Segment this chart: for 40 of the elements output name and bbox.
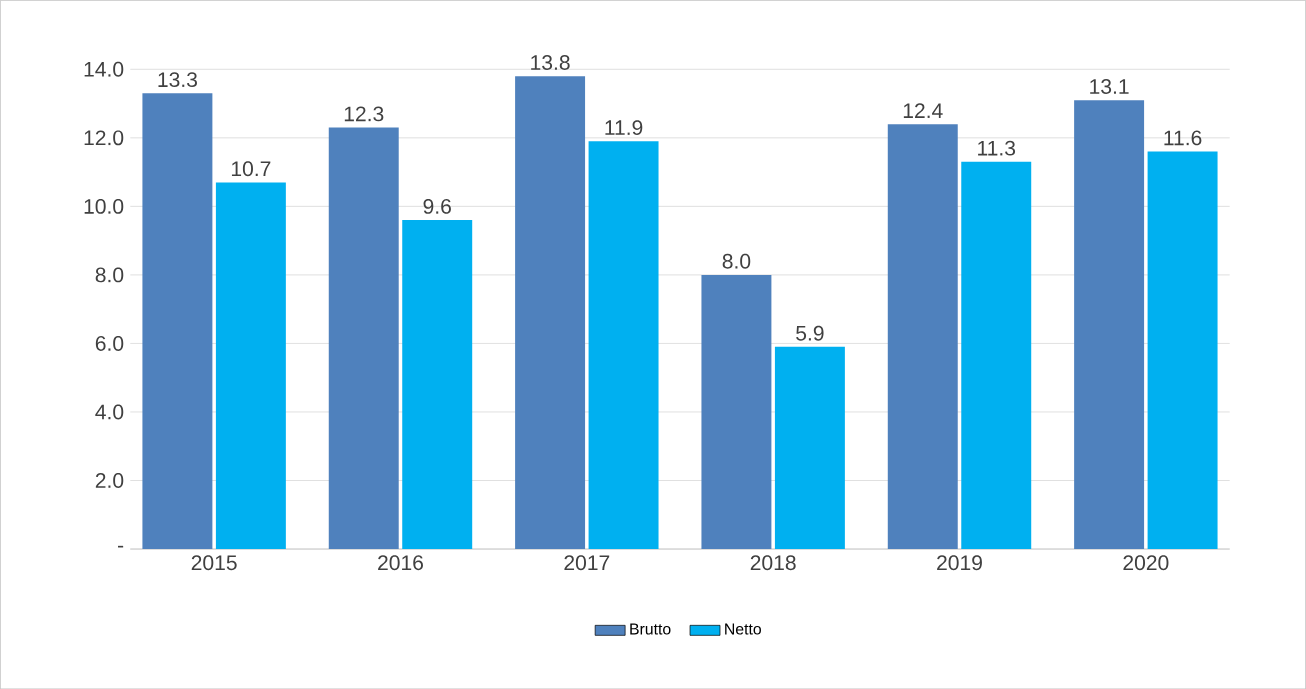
bar	[328, 127, 399, 549]
x-tick-label: 2015	[191, 555, 237, 570]
y-tick-label: -	[118, 545, 124, 548]
y-tick-label: 6.0	[95, 335, 124, 351]
data-label: 8.0	[722, 253, 751, 269]
y-tick-label: 14.0	[84, 61, 124, 77]
x-tick-label: 2020	[1123, 555, 1169, 570]
bar	[887, 123, 958, 549]
y-tick-label: 8.0	[95, 267, 124, 283]
data-label: 10.7	[231, 161, 271, 177]
bar	[701, 274, 772, 549]
bar	[1074, 99, 1145, 549]
legend-label: Brutto	[630, 623, 671, 635]
x-tick-label: 2019	[937, 555, 982, 570]
data-label: 9.6	[423, 198, 451, 214]
data-label: 13.3	[158, 72, 197, 87]
data-label: 12.4	[903, 103, 943, 118]
x-tick-label: 2017	[564, 555, 610, 570]
y-tick-label: 10.0	[84, 198, 124, 214]
y-tick-label: 12.0	[84, 130, 124, 146]
bar	[215, 182, 286, 549]
legend-label: Netto	[725, 623, 761, 635]
x-tick-label: 2016	[378, 555, 423, 570]
bar	[1147, 151, 1218, 549]
bar	[142, 93, 213, 549]
data-label: 11.3	[978, 140, 1016, 156]
data-label: 13.1	[1090, 78, 1129, 94]
y-tick-label: 2.0	[95, 472, 124, 488]
bar	[961, 161, 1032, 549]
data-label: 13.8	[531, 54, 570, 70]
bar	[402, 219, 473, 549]
data-label: 12.3	[344, 106, 384, 122]
bar	[588, 141, 659, 549]
y-tick-label: 4.0	[95, 404, 124, 420]
data-label: 5.9	[796, 325, 824, 341]
x-tick-label: 2018	[750, 555, 796, 570]
data-label: 11.6	[1164, 130, 1202, 146]
data-label: 11.9	[605, 119, 643, 135]
bar	[515, 76, 586, 549]
bar	[774, 346, 845, 549]
